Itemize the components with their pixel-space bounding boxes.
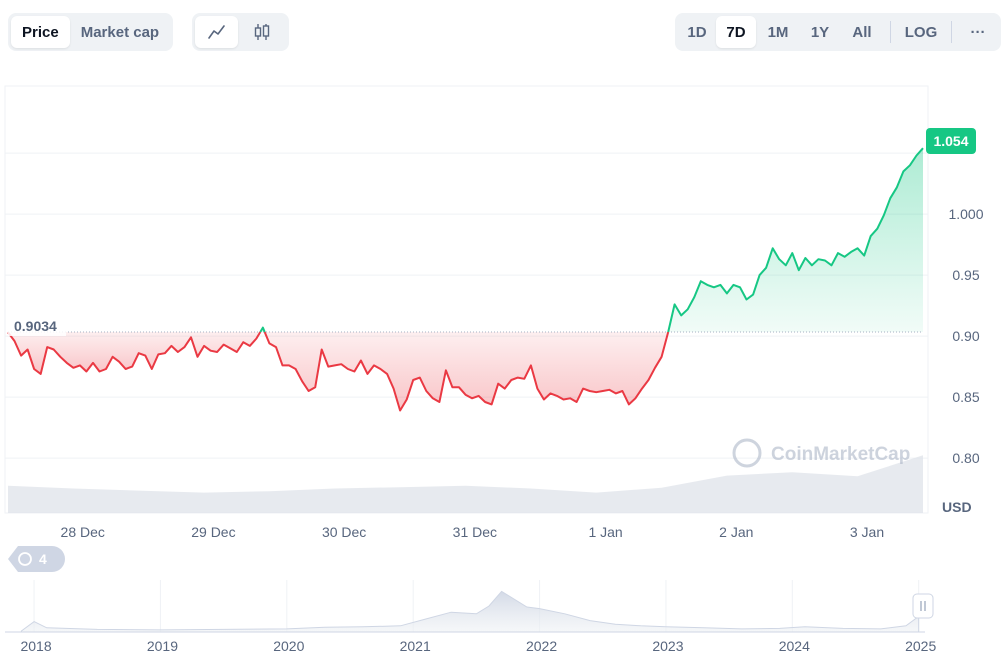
events-count: 4 <box>39 551 47 567</box>
current-price-badge: 1.054 <box>926 128 976 154</box>
navigator-area <box>20 590 920 633</box>
y-axis-unit: USD <box>942 499 972 515</box>
more-separator <box>951 21 952 43</box>
y-tick-label: 1.000 <box>948 206 983 222</box>
navigator-x-axis: 2018 2019 2020 2021 2022 2023 2024 2025 <box>20 638 936 654</box>
range-all-button[interactable]: All <box>852 23 872 41</box>
navigator-tick-label: 2023 <box>652 638 683 654</box>
candlestick-button[interactable] <box>238 16 286 48</box>
range-1m-button[interactable]: 1M <box>767 23 789 41</box>
range-toggle: 1D 7D 1M 1Y All LOG ··· <box>675 13 1001 51</box>
navigator-tick-label: 2022 <box>526 638 557 654</box>
price-line <box>7 147 924 412</box>
line-chart-icon <box>207 25 225 39</box>
y-tick-label: 0.80 <box>952 450 979 466</box>
price-tab[interactable]: Price <box>11 16 70 48</box>
history-icon <box>18 552 32 566</box>
y-axis: 0.80 0.85 0.90 0.95 1.000 <box>948 206 983 466</box>
range-separator <box>890 21 891 43</box>
metric-toggle: Price Market cap <box>8 13 174 51</box>
x-tick-label: 3 Jan <box>850 524 884 540</box>
up-line-3 <box>667 147 924 333</box>
x-tick-label: 2 Jan <box>719 524 753 540</box>
navigator-tick-label: 2024 <box>779 638 810 654</box>
volume-area <box>8 455 923 513</box>
up-fill-3 <box>668 148 923 332</box>
navigator-tick-label: 2019 <box>147 638 178 654</box>
up-line-1 <box>259 326 266 333</box>
down-fill-0 <box>8 332 261 374</box>
line-chart-button[interactable] <box>195 16 238 48</box>
navigator-handle[interactable] <box>912 593 934 619</box>
x-tick-label: 30 Dec <box>322 524 366 540</box>
range-1y-button[interactable]: 1Y <box>810 23 830 41</box>
range-1d-button[interactable]: 1D <box>687 23 707 41</box>
navigator-tick-label: 2020 <box>273 638 304 654</box>
chart-type-toggle <box>192 13 289 51</box>
more-options-button[interactable]: ··· <box>970 23 986 41</box>
navigator-tick-label: 2025 <box>905 638 936 654</box>
price-area-fill <box>8 148 923 411</box>
x-tick-label: 31 Dec <box>453 524 497 540</box>
x-tick-label: 1 Jan <box>588 524 622 540</box>
coinmarketcap-logo-icon <box>732 438 762 468</box>
current-price-badge-bg <box>926 128 976 154</box>
down-line-0 <box>7 331 262 375</box>
down-line-2 <box>263 331 670 412</box>
baseline-label: 0.9034 <box>8 316 66 336</box>
events-badge[interactable]: 4 <box>8 546 65 572</box>
current-price-value: 1.054 <box>933 133 968 149</box>
volume-area-path <box>8 455 923 513</box>
baseline-value: 0.9034 <box>14 318 57 334</box>
range-navigator[interactable] <box>5 580 925 633</box>
range-7d-button[interactable]: 7D <box>716 16 756 48</box>
market-cap-tab[interactable]: Market cap <box>80 23 160 41</box>
watermark: CoinMarketCap <box>732 438 910 468</box>
y-tick-label: 0.95 <box>952 267 979 283</box>
down-fill-2 <box>264 332 669 411</box>
log-scale-button[interactable]: LOG <box>904 23 938 41</box>
watermark-text: CoinMarketCap <box>771 444 910 465</box>
x-axis: 28 Dec 29 Dec 30 Dec 31 Dec 1 Jan 2 Jan 3 Jan <box>61 524 885 540</box>
navigator-tick-label: 2018 <box>20 638 51 654</box>
y-tick-label: 0.90 <box>952 328 979 344</box>
y-tick-label: 0.85 <box>952 389 979 405</box>
navigator-tick-label: 2021 <box>400 638 431 654</box>
candlestick-icon <box>254 24 270 40</box>
x-tick-label: 28 Dec <box>61 524 105 540</box>
x-tick-label: 29 Dec <box>191 524 235 540</box>
